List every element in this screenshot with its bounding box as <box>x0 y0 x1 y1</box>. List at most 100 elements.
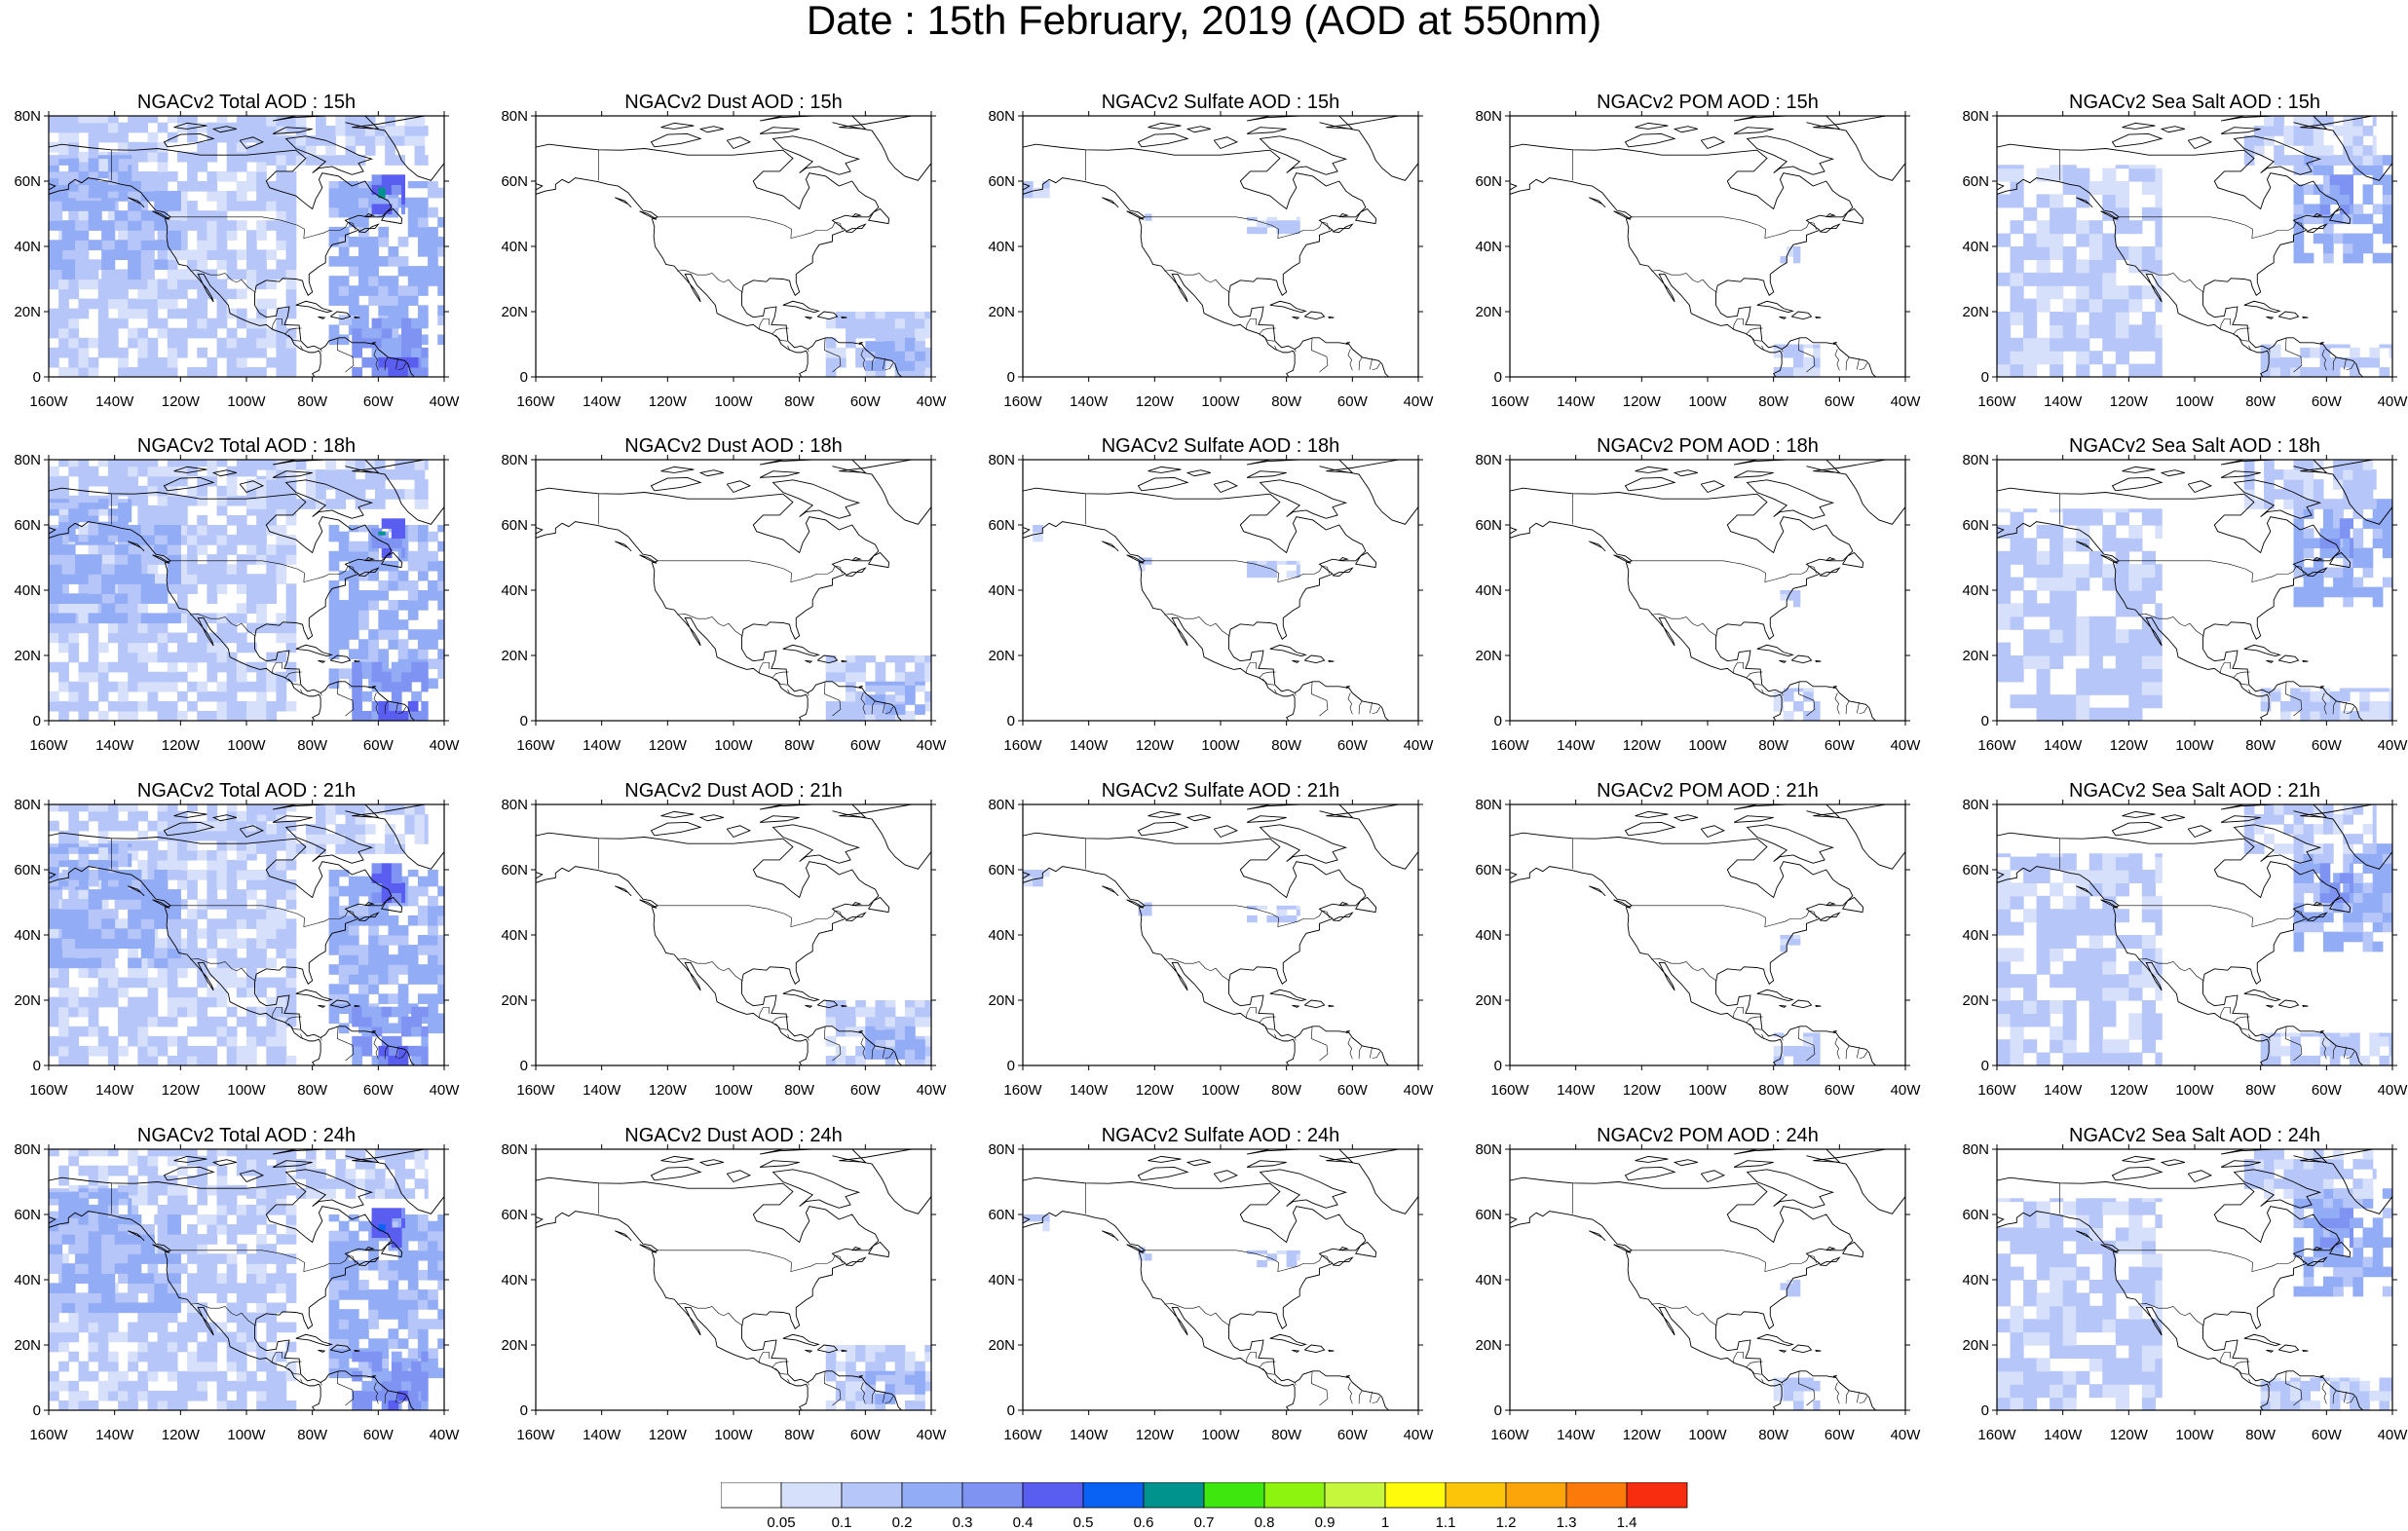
aod-cell <box>276 977 287 989</box>
aod-cell <box>107 810 119 822</box>
aod-cell <box>58 485 69 497</box>
aod-cell <box>2362 460 2374 470</box>
aod-cell <box>2062 564 2077 579</box>
aod-cell <box>256 499 267 509</box>
aod-cell <box>266 181 278 192</box>
aod-cell <box>358 984 369 994</box>
aod-cell <box>358 600 369 611</box>
aod-cell <box>1296 226 1300 235</box>
aod-cell <box>187 535 198 545</box>
aod-cell <box>401 882 405 894</box>
aod-cell <box>904 337 916 342</box>
aod-cell <box>328 560 340 572</box>
aod-cell <box>884 327 896 339</box>
aod-cell <box>75 259 90 271</box>
coastline <box>782 644 820 657</box>
aod-cell <box>285 259 297 271</box>
coastline <box>1510 487 1877 721</box>
aod-cell <box>157 1045 169 1057</box>
coastline <box>1137 132 1189 148</box>
aod-cell <box>285 938 297 949</box>
aod-cell <box>328 181 340 189</box>
aod-cell <box>2155 870 2163 883</box>
aod-cell <box>246 489 257 500</box>
lon-label: 140W <box>583 1082 621 1099</box>
aod-cell <box>88 1006 99 1018</box>
aod-cell <box>305 834 317 844</box>
aod-cell <box>97 967 109 979</box>
lon-label: 140W <box>1070 1082 1109 1099</box>
aod-cell <box>285 249 297 260</box>
aod-cell <box>325 135 336 146</box>
aod-cell <box>147 700 159 712</box>
aod-cell <box>2329 882 2341 894</box>
aod-cell <box>276 535 287 545</box>
aod-cell <box>226 938 238 949</box>
aod-cell <box>2372 499 2384 509</box>
aod-cell <box>49 574 63 584</box>
aod-cell <box>2343 252 2353 264</box>
aod-cell <box>167 804 178 812</box>
aod-cell <box>49 843 59 848</box>
aod-cell <box>157 632 169 644</box>
aod-cell <box>2115 246 2129 260</box>
aod-cell <box>875 694 886 705</box>
aod-cell <box>197 544 207 555</box>
aod-cell <box>355 814 366 825</box>
aod-cell <box>167 230 181 241</box>
lat-label: 0 <box>520 369 528 386</box>
aod-cell <box>114 554 129 565</box>
aod-cell <box>207 613 218 624</box>
country-border <box>2236 334 2249 342</box>
aod-cell <box>176 554 188 565</box>
aod-cell <box>417 649 429 659</box>
aod-cell <box>424 814 429 825</box>
aod-cell <box>424 126 429 136</box>
aod-cell <box>884 1055 896 1065</box>
aod-cell <box>364 135 376 146</box>
country-border <box>169 905 356 928</box>
aod-cell <box>58 298 69 310</box>
aod-cell <box>2343 538 2353 549</box>
aod-cell <box>147 170 159 182</box>
lat-label: 0 <box>33 713 41 729</box>
aod-cell <box>2303 567 2314 579</box>
aod-cell <box>1257 570 1267 579</box>
aod-cell <box>395 155 405 166</box>
coastline <box>1338 556 1350 562</box>
aod-cell <box>197 366 207 377</box>
aod-cell <box>128 525 142 536</box>
coastline <box>1510 143 1877 377</box>
aod-cell <box>2076 363 2090 377</box>
aod-cell <box>338 285 350 296</box>
aod-cell <box>2339 1035 2351 1047</box>
aod-cell <box>58 987 69 998</box>
coastline <box>1510 177 1783 377</box>
aod-cell <box>328 964 340 975</box>
aod-cell <box>2319 688 2331 692</box>
aod-cell <box>407 525 419 533</box>
aod-cell <box>216 317 228 329</box>
aod-cell <box>2322 174 2334 185</box>
coastline <box>239 480 265 494</box>
aod-cell <box>128 632 138 644</box>
coastline <box>318 316 326 319</box>
aod-cell <box>2023 298 2038 313</box>
aod-cell <box>256 810 267 822</box>
aod-cell <box>176 987 188 998</box>
aod-cell <box>2343 116 2353 127</box>
aod-cell <box>2319 1035 2331 1047</box>
aod-cell <box>128 870 142 880</box>
aod-cell <box>2076 168 2090 182</box>
aod-cell <box>2088 909 2103 923</box>
aod-cell <box>338 610 350 620</box>
aod-cell <box>374 489 386 500</box>
aod-cell <box>2372 528 2384 539</box>
aod-cell <box>2333 508 2344 519</box>
aod-cell <box>78 514 90 523</box>
aod-cell <box>61 574 76 584</box>
aod-cell <box>428 1003 438 1014</box>
aod-cell <box>368 935 379 946</box>
aod-cell <box>236 466 247 477</box>
aod-cell <box>226 918 238 929</box>
